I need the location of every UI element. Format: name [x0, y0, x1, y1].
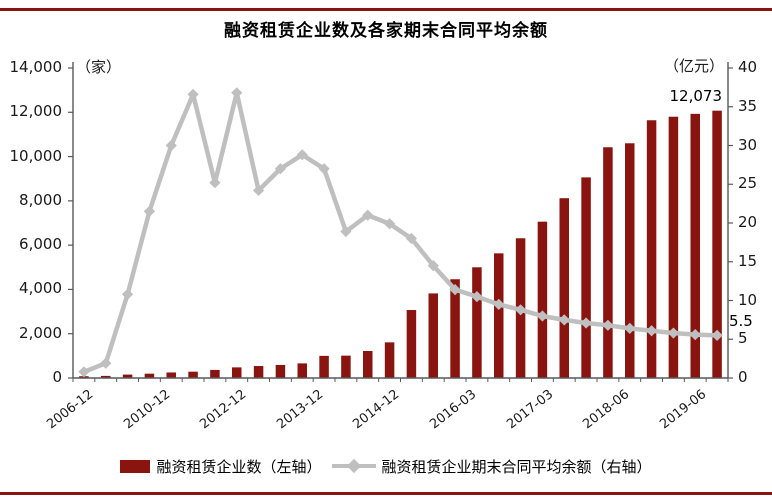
line-point-marker — [558, 314, 570, 326]
bar — [690, 113, 700, 378]
bar — [384, 342, 395, 378]
line-point-marker — [143, 205, 156, 217]
legend-item-line: 融资租赁企业期末合同平均余额（右轴） — [331, 456, 652, 477]
line-point-marker — [667, 327, 680, 339]
bar — [646, 120, 657, 378]
chart-title: 融资租赁企业数及各家期末合同平均余额 — [224, 21, 548, 41]
line-point-marker — [340, 225, 352, 238]
line-data-label: 5.5 — [729, 312, 753, 330]
bar — [450, 279, 460, 378]
right-tick-label: 15 — [738, 251, 758, 270]
line-point-marker — [165, 139, 177, 152]
bar — [537, 221, 548, 378]
bar — [210, 369, 220, 378]
line-point-marker — [711, 329, 723, 341]
legend: 融资租赁企业数（左轴） 融资租赁企业期末合同平均余额（右轴） — [0, 454, 772, 478]
line-point-marker — [493, 298, 505, 310]
bar-data-label: 12,073 — [669, 87, 723, 105]
bar — [668, 116, 679, 379]
line-point-marker — [645, 325, 658, 337]
left-tick-label: 4,000 — [19, 279, 62, 298]
right-axis-unit: （亿元） — [663, 57, 724, 75]
bar-series-swatch — [120, 459, 151, 473]
bar — [253, 366, 264, 378]
right-tick-label: 25 — [738, 174, 758, 193]
line-point-marker — [362, 209, 374, 221]
bar — [363, 350, 373, 378]
line-point-marker — [100, 357, 112, 369]
bar — [406, 310, 417, 378]
right-tick-label: 40 — [738, 58, 758, 76]
bar — [232, 367, 242, 378]
bar — [712, 110, 722, 379]
line-point-marker — [624, 322, 636, 334]
line-point-marker — [689, 329, 701, 341]
bar — [275, 364, 286, 378]
line-point-marker — [580, 317, 592, 329]
line-series-swatch — [331, 458, 376, 474]
top-border-rule — [0, 8, 772, 11]
bar — [581, 177, 591, 378]
line-point-marker — [252, 184, 265, 197]
bar — [122, 374, 133, 378]
bar — [341, 355, 351, 378]
bar — [101, 375, 111, 378]
line-point-marker — [427, 260, 439, 272]
bottom-border-rule — [0, 492, 772, 495]
line-point-marker — [536, 310, 549, 322]
right-tick-label: 10 — [738, 290, 758, 309]
left-tick-label: 12,000 — [9, 102, 63, 121]
line-point-marker — [383, 218, 396, 230]
line-point-marker — [296, 149, 308, 161]
left-tick-label: 0 — [52, 368, 62, 386]
line-point-marker — [274, 163, 287, 175]
bar — [428, 293, 438, 378]
legend-label-bars: 融资租赁企业数（左轴） — [156, 457, 322, 476]
left-tick-label: 6,000 — [19, 235, 62, 254]
line-point-marker — [602, 319, 614, 331]
right-tick-label: 5 — [738, 329, 748, 348]
line-point-marker — [187, 88, 199, 100]
legend-label-line: 融资租赁企业期末合同平均余额（右轴） — [381, 457, 652, 476]
left-tick-label: 14,000 — [9, 58, 63, 76]
left-tick-label: 2,000 — [19, 323, 62, 342]
bar — [319, 355, 329, 378]
line-point-marker — [231, 87, 243, 99]
left-tick-label: 8,000 — [19, 190, 62, 209]
bar — [494, 253, 504, 378]
line-series — [81, 90, 720, 375]
right-tick-label: 20 — [738, 213, 758, 231]
right-tick-label: 0 — [738, 368, 748, 386]
line-point-marker — [471, 291, 483, 303]
bar — [166, 372, 176, 378]
left-tick-label: 10,000 — [9, 146, 63, 165]
right-tick-label: 30 — [738, 135, 758, 154]
bar — [144, 373, 155, 378]
line-point-marker — [405, 232, 418, 245]
line-point-marker — [449, 284, 461, 296]
left-axis-unit: （家） — [76, 58, 122, 76]
bar — [297, 363, 307, 378]
line-point-marker — [514, 304, 527, 316]
bar — [625, 143, 635, 378]
bar — [472, 267, 482, 378]
line-point-marker — [318, 163, 330, 175]
diamond-marker-icon — [346, 458, 361, 474]
legend-item-bars: 融资租赁企业数（左轴） — [120, 456, 322, 477]
line-point-marker — [209, 177, 221, 189]
bar — [559, 198, 569, 378]
bar — [188, 371, 198, 378]
right-tick-label: 35 — [738, 96, 758, 115]
line-point-marker — [78, 366, 90, 378]
bar — [603, 147, 613, 378]
line-point-marker — [121, 288, 134, 300]
